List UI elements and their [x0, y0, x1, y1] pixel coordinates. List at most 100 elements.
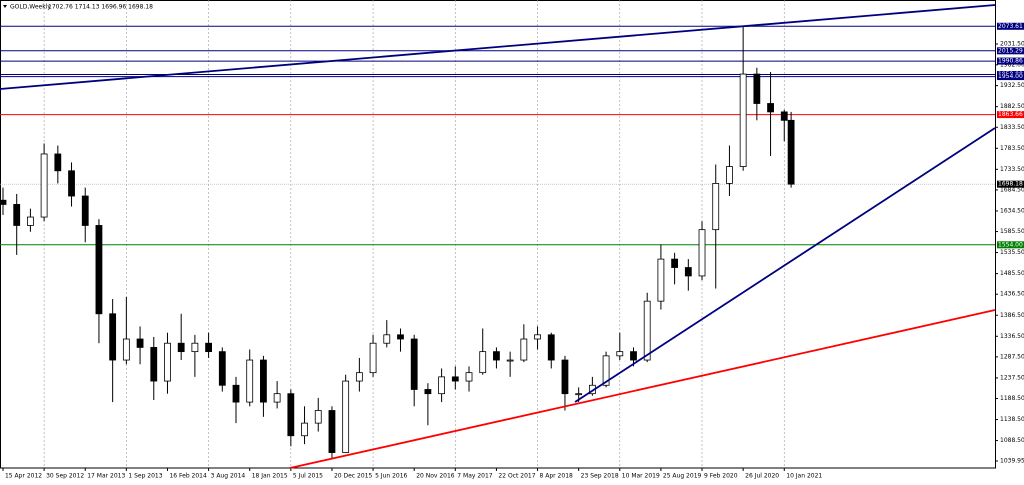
x-tick-label: 3 Aug 2014: [211, 473, 246, 480]
menu-arrow: [3, 5, 7, 8]
chart-title: GOLD,Weekly: [10, 4, 51, 11]
x-tick-label: 15 Apr 2012: [5, 473, 42, 480]
y-tick-label: 1138.50: [1000, 416, 1024, 423]
candle-body: [616, 351, 624, 357]
x-tick-label: 23 Sep 2018: [581, 473, 619, 480]
candle-body: [205, 342, 212, 353]
x-tick-label: 18 Jan 2015: [252, 473, 288, 480]
candle-body: [287, 393, 295, 437]
candles: [0, 25, 795, 459]
candle-body: [534, 334, 541, 340]
level-label-box: [997, 73, 1024, 81]
candle-body: [602, 355, 610, 386]
x-tick-label: 10 Jan 2021: [786, 473, 822, 480]
level-label-box: [997, 22, 1024, 30]
candle-body: [40, 153, 48, 218]
candle-body: [218, 351, 226, 386]
candle-body: [671, 258, 679, 268]
x-tick-label: 10 Mar 2019: [622, 473, 660, 480]
y-tick-label: 1039.95: [1000, 457, 1024, 464]
candle-body: [232, 384, 240, 403]
y-tick-label: 1287.50: [1000, 353, 1024, 360]
candle-body: [780, 111, 788, 121]
x-tick-label: 17 Mar 2013: [87, 473, 125, 480]
x-tick-label: 8 Apr 2018: [540, 473, 573, 480]
candle-body: [246, 359, 254, 403]
x-tick-label: 20 Nov 2016: [416, 473, 455, 480]
x-tick-label: 5 Jul 2015: [293, 473, 323, 480]
plot-frame: [0, 0, 996, 469]
candle-body: [575, 393, 583, 396]
y-tick-label: 1882.50: [1000, 103, 1024, 110]
candle-body: [493, 351, 500, 361]
level-label: 2073.61: [998, 23, 1023, 30]
level-label-box: [997, 241, 1024, 249]
candle-body: [438, 376, 446, 395]
candle-body: [328, 410, 336, 453]
x-tick-label: 16 Feb 2014: [169, 473, 207, 480]
x-tick-label: 5 Jun 2016: [375, 473, 407, 480]
x-tick-label: 9 Feb 2020: [704, 473, 738, 480]
candle-body: [342, 380, 350, 453]
candle-body: [451, 376, 459, 382]
y-tick-label: 1485.50: [1000, 270, 1024, 277]
y-tick-label: 1932.50: [1000, 82, 1024, 89]
candle-body: [479, 351, 487, 374]
level-label: 1698.18: [998, 181, 1023, 188]
candle-body: [767, 103, 774, 113]
x-tick-label: 25 Aug 2019: [663, 473, 702, 480]
trend-line: [0, 4, 996, 90]
candle-body: [787, 119, 795, 185]
candle-body: [410, 338, 418, 390]
level-label: 1863.66: [998, 111, 1023, 118]
candle-body: [397, 334, 404, 340]
y-tick-label: 1684.50: [1000, 186, 1024, 193]
candle-body: [630, 351, 637, 361]
candle-body: [136, 338, 144, 348]
y-tick-label: 1336.50: [1000, 333, 1024, 340]
level-label: 1554.00: [998, 241, 1023, 248]
level-label-box: [997, 57, 1024, 65]
x-tick-label: 1 Sep 2013: [128, 473, 162, 480]
y-tick-label: 1237.50: [1000, 374, 1024, 381]
candle-body: [465, 372, 473, 382]
candle-body: [314, 410, 322, 424]
y-tick-label: 1733.50: [1000, 166, 1024, 173]
y-tick-label: 1833.50: [1000, 124, 1024, 131]
x-tick-label: 20 Dec 2015: [334, 473, 373, 480]
candle-body: [726, 166, 733, 184]
level-label-box: [997, 180, 1024, 188]
candle-body: [164, 342, 171, 382]
x-tick-label: 22 Oct 2017: [498, 473, 535, 480]
candle-body: [684, 267, 692, 277]
candle-body: [95, 225, 103, 315]
candle-body: [273, 393, 281, 403]
y-tick-label: 1188.50: [1000, 395, 1024, 402]
candle-body: [81, 195, 89, 226]
candle-body: [698, 229, 706, 277]
candle-body: [0, 199, 7, 205]
candle-body: [383, 334, 391, 344]
y-tick-label: 1088.50: [1000, 437, 1024, 444]
candle-body: [753, 73, 761, 104]
candle-body: [54, 153, 62, 172]
candle-body: [260, 359, 267, 403]
level-label: 1990.86: [998, 58, 1023, 65]
y-tick-label: 1585.50: [1000, 228, 1024, 235]
candle-body: [68, 170, 75, 197]
y-tick-label: 2031.50: [1000, 40, 1024, 47]
trend-line: [574, 127, 996, 403]
candle-body: [355, 372, 363, 382]
y-tick-label: 1436.50: [1000, 291, 1024, 298]
candle-body: [301, 422, 308, 437]
candle-body: [109, 313, 117, 361]
candle-body: [27, 216, 34, 226]
candle-body: [13, 204, 21, 226]
level-label: 2015.29: [998, 47, 1023, 54]
grid: [2, 0, 998, 471]
level-label-box: [997, 47, 1024, 55]
trend-line: [289, 309, 996, 469]
candle-body: [150, 347, 158, 382]
